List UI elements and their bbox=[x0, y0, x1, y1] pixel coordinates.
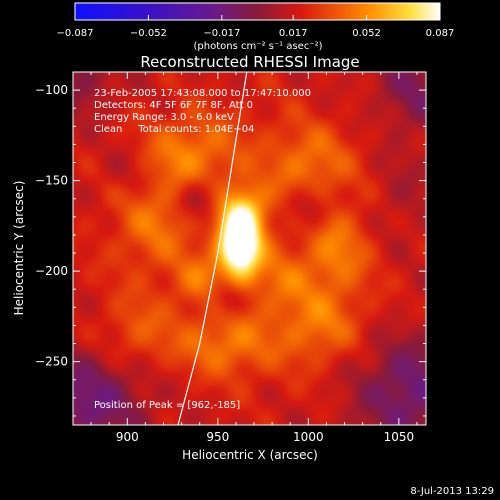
colorbar-ticks: −0.087 −0.052 −0.017 0.017 0.052 0.087 bbox=[56, 15, 454, 39]
info-line-energy: Energy Range: 3.0 - 6.0 keV bbox=[94, 112, 234, 123]
x-tick-label: 1050 bbox=[384, 430, 415, 444]
info-line-counts: Clean Total counts: 1.04E+04 bbox=[94, 124, 254, 135]
solar-limb-line bbox=[177, 72, 248, 425]
peak-position-label: Position of Peak = [962,-185] bbox=[94, 400, 240, 411]
y-tick-label: −100 bbox=[35, 83, 68, 97]
colorbar-tick-label: −0.052 bbox=[130, 28, 167, 39]
x-tick-label: 1000 bbox=[293, 430, 324, 444]
heatmap-image bbox=[73, 72, 426, 425]
info-line-time: 23-Feb-2005 17:43:08.000 to 17:47:10.000 bbox=[94, 88, 311, 99]
plot-area: 900 950 1000 1050 −100 −150 −200 −250 bbox=[35, 71, 427, 444]
info-block: 23-Feb-2005 17:43:08.000 to 17:47:10.000… bbox=[94, 88, 311, 135]
x-tick-label: 900 bbox=[116, 430, 139, 444]
colorbar-gradient bbox=[74, 2, 441, 21]
x-tick-label: 950 bbox=[206, 430, 229, 444]
chart-title: Reconstructed RHESSI Image bbox=[140, 53, 359, 71]
plot-frame bbox=[72, 71, 427, 426]
y-tick-label: −250 bbox=[35, 355, 68, 369]
colorbar: −0.087 −0.052 −0.017 0.017 0.052 0.087 (photo… bbox=[56, 2, 454, 52]
y-tick-label: −150 bbox=[35, 174, 68, 188]
x-axis-label: Heliocentric X (arcsec) bbox=[182, 448, 318, 462]
colorbar-unit-label: (photons cm⁻² s⁻¹ asec⁻²) bbox=[193, 41, 322, 52]
colorbar-tick-label: −0.087 bbox=[56, 28, 93, 39]
colorbar-tick-label: 0.052 bbox=[352, 28, 381, 39]
colorbar-tick-label: 0.087 bbox=[426, 28, 455, 39]
colorbar-tick-label: −0.017 bbox=[203, 28, 240, 39]
y-axis-label: Heliocentric Y (arcsec) bbox=[12, 181, 26, 316]
footer-date: 8-Jul-2013 13:29 bbox=[410, 486, 494, 497]
y-tick-label: −200 bbox=[35, 264, 68, 278]
axis-ticks: 900 950 1000 1050 −100 −150 −200 −250 bbox=[35, 71, 426, 444]
info-line-detectors: Detectors: 4F 5F 6F 7F 8F, Att 0 bbox=[94, 100, 253, 111]
colorbar-tick-label: 0.017 bbox=[279, 28, 308, 39]
